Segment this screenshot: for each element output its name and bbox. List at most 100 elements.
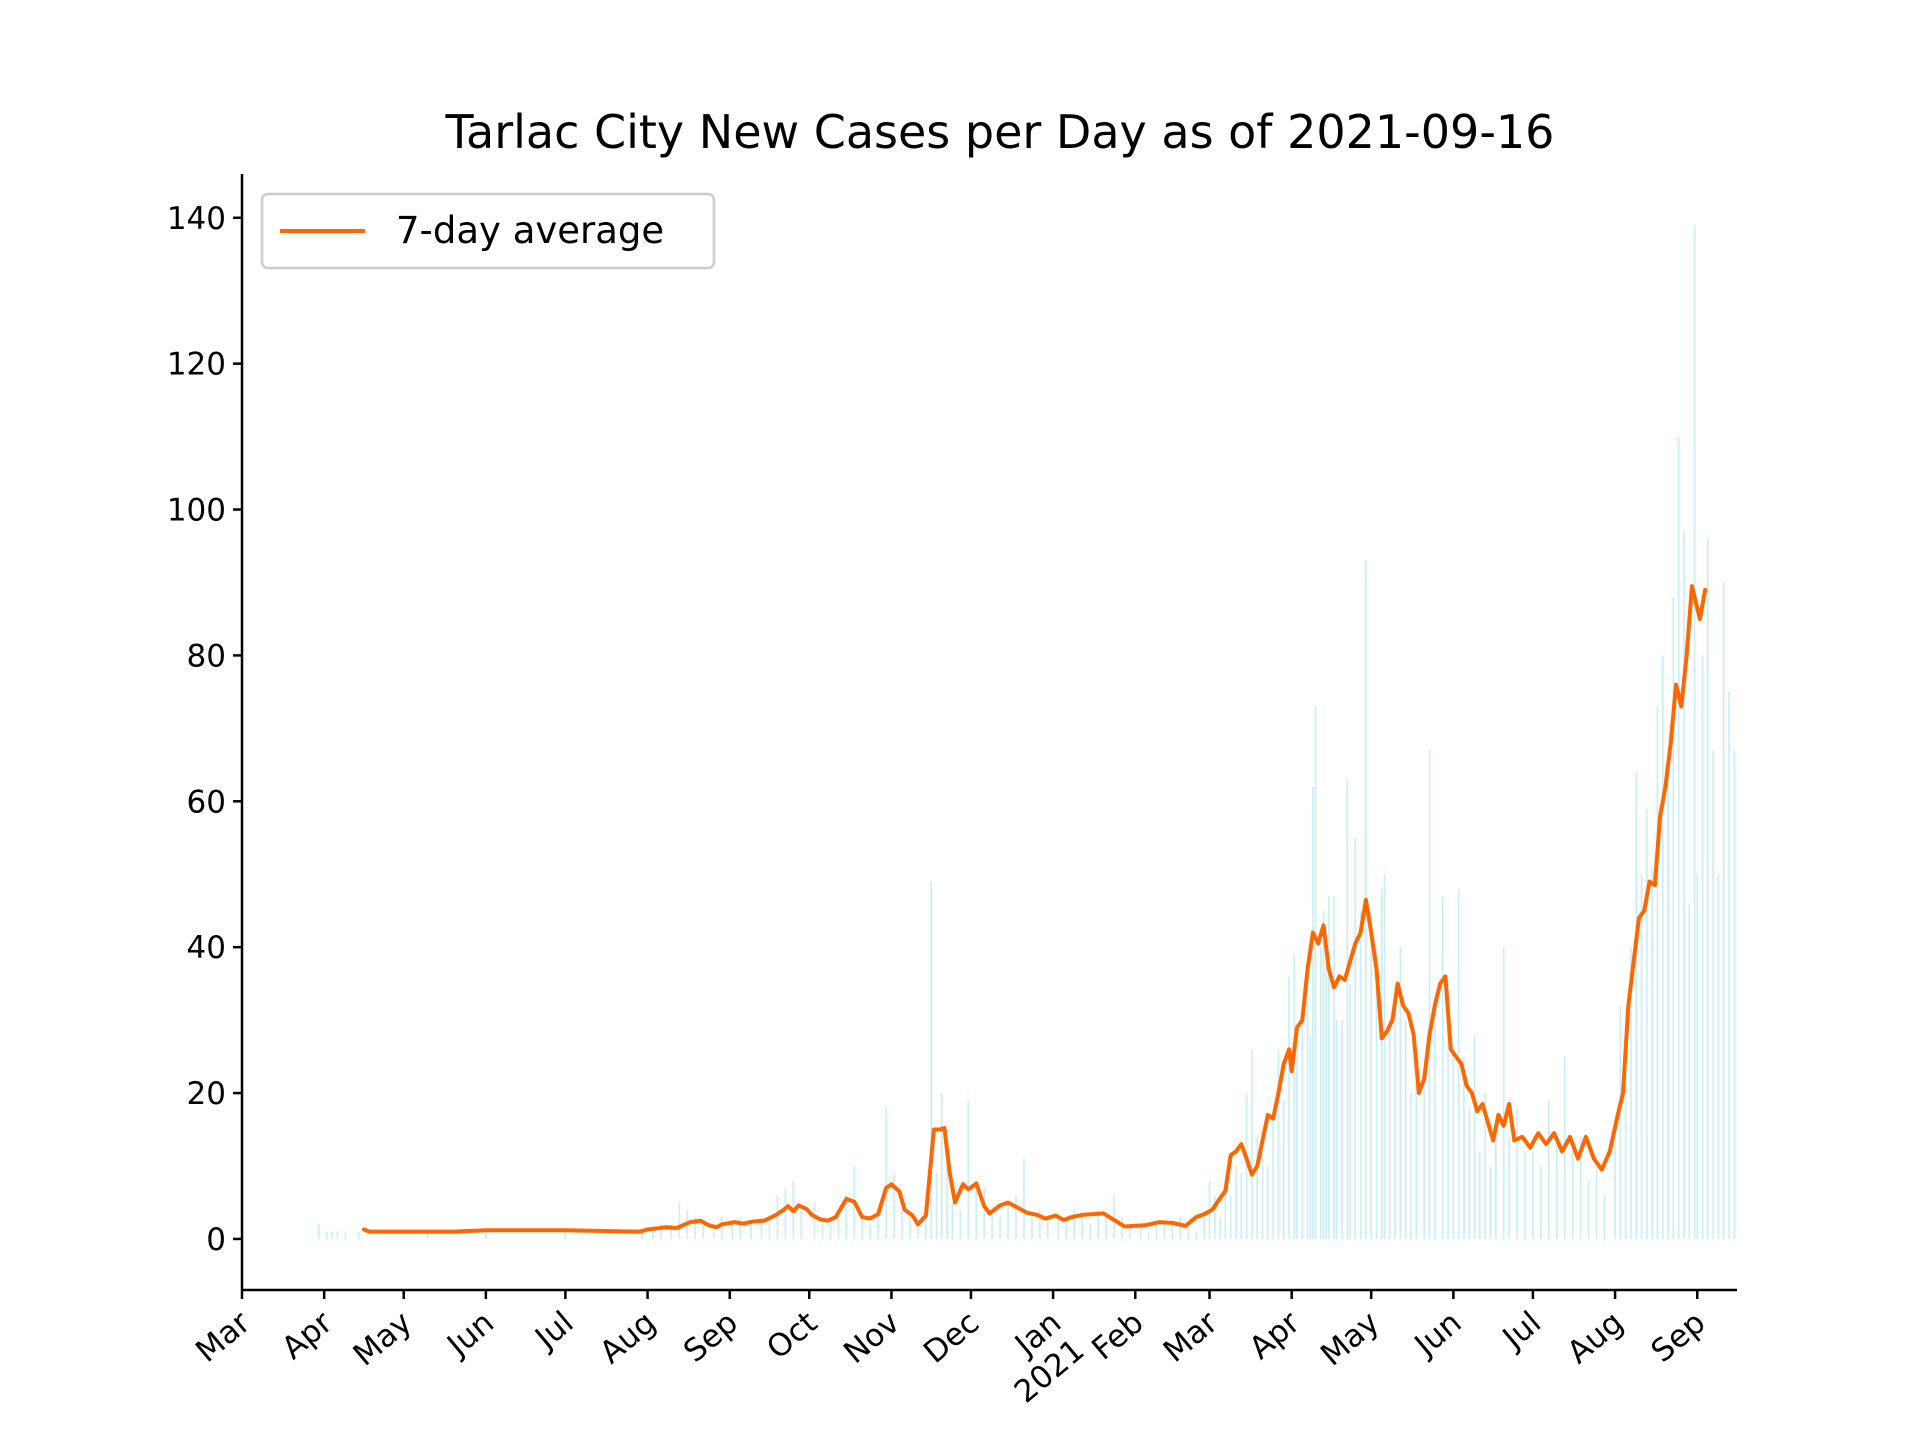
daily-case-bar [1381,888,1383,1239]
daily-case-bar [1375,947,1378,1239]
daily-case-bar [1235,1166,1237,1239]
daily-case-bar [1646,808,1648,1239]
daily-case-bar [1489,1166,1492,1239]
daily-case-bar [1667,757,1669,1239]
daily-case-bar [1651,866,1653,1239]
daily-case-bar [1288,976,1290,1239]
daily-case-bar [1548,1100,1550,1239]
daily-case-bar [1733,750,1736,1239]
x-tick-label-line: Apr [275,1304,339,1366]
x-tick-label: Apr [275,1304,339,1366]
daily-case-bar [1121,1217,1123,1239]
daily-case-bar [845,1195,848,1239]
x-tick-label: May [347,1305,419,1374]
daily-case-bar [1473,1034,1476,1239]
daily-case-bar [1677,436,1680,1239]
daily-case-bar [1282,1100,1285,1239]
daily-case-bar [877,1209,879,1239]
daily-case-bar [1696,874,1699,1239]
daily-case-bar [1325,961,1327,1239]
daily-case-bar [1640,874,1643,1239]
daily-case-bar [1484,1093,1486,1239]
daily-case-bar [652,1231,654,1239]
daily-case-bar [1717,874,1720,1239]
daily-case-bar [1065,1224,1068,1239]
daily-case-bar [1399,947,1402,1239]
daily-case-bar [1097,1209,1099,1239]
daily-case-bar [1219,1217,1221,1239]
daily-case-bar [1251,1049,1253,1239]
line-layer [361,584,1708,1234]
y-tick-label: 100 [167,493,226,529]
daily-case-bar [1256,1136,1259,1239]
daily-case-bar [750,1224,752,1239]
x-tick-label-line: Jun [439,1305,501,1365]
x-tick-label-line: Mar [1157,1304,1225,1369]
daily-case-bar [336,1231,339,1239]
daily-case-bar [739,1217,742,1239]
daily-case-bar [1722,582,1725,1239]
daily-case-bar [1468,1107,1471,1239]
daily-case-bar [1370,910,1372,1239]
daily-case-bar [869,1224,872,1239]
daily-case-bar [1023,1158,1025,1239]
x-tick-label-line: Apr [1243,1304,1307,1366]
daily-case-bar [1341,1020,1343,1239]
daily-case-bar [1277,1049,1280,1239]
daily-case-bar [1452,1034,1455,1239]
daily-case-bar [1306,998,1309,1239]
daily-case-bar [1327,896,1330,1239]
daily-case-bar [670,1224,673,1239]
daily-case-bar [1624,1078,1627,1239]
daily-case-bar [1229,1195,1232,1239]
daily-case-bar [485,1231,487,1239]
daily-case-bar [930,881,932,1239]
daily-case-bar [975,1180,978,1239]
y-tick-label: 60 [187,784,226,820]
daily-case-bar [1457,888,1460,1239]
y-tick-label: 0 [206,1222,226,1258]
daily-case-bar [1712,750,1714,1239]
daily-case-bar [1428,750,1431,1239]
daily-case-bar [564,1231,567,1239]
daily-case-bar [1508,1136,1510,1239]
daily-case-bar [1081,1217,1084,1239]
daily-case-bar [909,1217,911,1239]
daily-case-bar [901,1202,903,1239]
daily-case-bar [720,1217,723,1239]
daily-case-bar [1129,1224,1131,1239]
x-tick-label: Jul [1495,1305,1548,1358]
daily-case-bar [1502,947,1505,1239]
daily-case-bar [1267,1166,1269,1239]
daily-case-bar [935,1173,938,1239]
daily-case-bar [1105,1217,1107,1239]
daily-case-bar [1039,1209,1041,1239]
x-tick-label: Jun [439,1305,501,1365]
daily-case-bar [925,1217,927,1239]
daily-case-bar [1296,1034,1298,1239]
daily-case-bar [1155,1224,1158,1239]
daily-case-bar [1195,1231,1198,1239]
daily-case-bar [1007,1202,1009,1239]
daily-case-bar [1701,655,1704,1239]
daily-case-bar [1147,1231,1150,1239]
daily-case-bar [660,1224,662,1239]
daily-case-bar [1179,1217,1182,1239]
seven-day-average-line [361,584,1708,1234]
x-tick-label: Jun [1407,1305,1469,1365]
daily-case-bar [1359,910,1362,1239]
daily-case-bar [702,1224,705,1239]
x-tick-label-line: Mar [189,1304,257,1369]
daily-case-bar [1555,1136,1558,1239]
daily-case-bar [1089,1224,1092,1239]
legend: 7-day average [260,192,716,270]
daily-case-bar [1057,1217,1060,1239]
daily-case-bar [1047,1217,1049,1239]
daily-case-bar [1171,1224,1174,1239]
x-tick-label-line: Dec [917,1305,986,1371]
y-tick-label: 40 [187,930,226,966]
daily-case-bar [1113,1195,1115,1239]
daily-case-bar [1603,1195,1606,1239]
daily-case-bar [1261,1151,1264,1239]
